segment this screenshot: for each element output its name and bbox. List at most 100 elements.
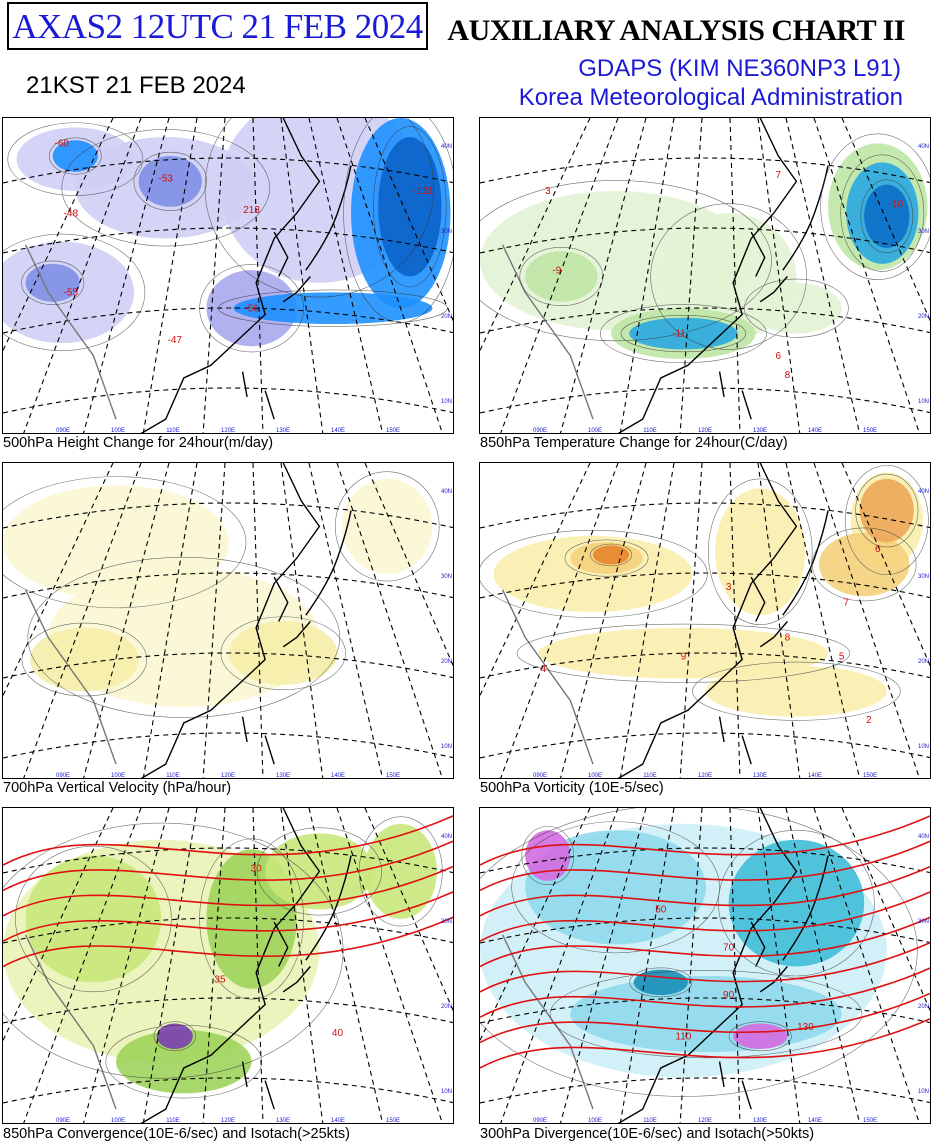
lat-label: 10N: [441, 399, 452, 405]
isotach-line: [3, 916, 453, 968]
grid-labels: 090E 100E 110E 120E 130E 140E 150E 40N 30N 20N 10N: [533, 489, 929, 779]
parallel-line: [3, 847, 453, 874]
meridian-line: [252, 118, 264, 433]
map-canvas: -9 -11 -10 86 7 3 090E 100E 110E 120E 130E 140E 150E…: [480, 118, 930, 434]
isotach-line: [3, 865, 453, 917]
lat-label: 20N: [918, 659, 929, 665]
isotach-lines: [480, 815, 930, 1069]
contour-value-label: -10: [889, 199, 904, 210]
contour-value-label: 7: [843, 598, 849, 609]
lat-label: 20N: [441, 314, 452, 320]
contour-shading: [233, 292, 433, 325]
grid-labels: 090E 100E 110E 120E 130E 140E 150E 40N 30N 20N 10N: [533, 144, 929, 434]
lon-label: 150E: [863, 1118, 877, 1124]
contour-fill: [3, 478, 433, 708]
lon-label: 120E: [221, 1118, 235, 1124]
meridian-line: [813, 463, 920, 778]
contour-labels: -55 -50 -47 -48 -53 -60 213 -121: [55, 139, 434, 347]
parallel-line: [3, 157, 453, 184]
lon-label: 090E: [533, 1118, 547, 1124]
contour-value-label: 6: [875, 544, 881, 555]
contour-shading: [538, 627, 829, 679]
grid-labels: 090E 100E 110E 120E 130E 140E 150E 40N 30N 20N 10N: [56, 144, 452, 434]
lon-label: 120E: [698, 1118, 712, 1124]
contour-shading: [138, 156, 202, 207]
parallel-line: [480, 1077, 930, 1104]
lon-label: 150E: [386, 1118, 400, 1124]
coastline: [501, 118, 829, 433]
lat-label: 10N: [441, 744, 452, 750]
contour-shading: [733, 1023, 788, 1049]
lon-label: 100E: [111, 1118, 125, 1124]
lon-label: 090E: [56, 773, 70, 779]
map-panel-500hpa-height-change: -55 -50 -47 -48 -53 -60 213 -121 090E 100E 110E 120…: [2, 117, 454, 434]
contour-shading: [378, 137, 442, 277]
panel-caption: 300hPa Divergence(10E-6/sec) and Isotach…: [480, 1126, 815, 1142]
map-panel-300hpa-divergence: 50 70 90 110 130 090E 100E 110E 120E 130E 140E 150E…: [479, 807, 931, 1124]
contour-labels: 8 9 5 2 7 3 4 6: [540, 544, 880, 726]
lon-label: 140E: [331, 1118, 345, 1124]
meridian-line: [813, 118, 920, 433]
contour-shading: [228, 621, 338, 685]
contour-value-label: -60: [55, 139, 70, 150]
meridian-line: [679, 808, 703, 1123]
map-panel-500hpa-vorticity: 8 9 5 2 7 3 4 6 090E 100E 110E 120E 130E 140E 150E 40N 3…: [479, 462, 931, 779]
contour-value-label: 5: [839, 652, 845, 663]
contour-value-label: 213: [243, 205, 260, 216]
parallel-line: [3, 917, 453, 944]
lon-label: 150E: [863, 428, 877, 434]
isotach-line: [3, 891, 453, 942]
meridian-line: [500, 463, 619, 778]
panel-caption: 500hPa Height Change for 24hour(m/day): [3, 435, 274, 451]
meridian-line: [202, 463, 226, 778]
meridian-line: [252, 808, 264, 1123]
contour-lines: [3, 471, 440, 718]
lon-label: 130E: [276, 773, 290, 779]
contour-value-label: 7: [776, 170, 782, 181]
contour-shading: [633, 969, 688, 996]
lat-label: 30N: [918, 229, 929, 235]
contour-value-label: -55: [64, 288, 79, 299]
lat-label: 20N: [918, 1004, 929, 1010]
contour-value-label: 2: [866, 715, 872, 726]
contour-value-label: 40: [332, 1028, 344, 1039]
isotach-line: [480, 1017, 930, 1069]
parallel-line: [3, 502, 453, 529]
lon-label: 130E: [753, 1118, 767, 1124]
lon-label: 130E: [276, 428, 290, 434]
parallel-line: [480, 227, 930, 254]
lon-label: 110E: [166, 428, 180, 434]
meridian-line: [785, 463, 861, 778]
isotach-line: [480, 815, 930, 866]
meridian-line: [480, 118, 591, 352]
lat-label: 40N: [441, 144, 452, 150]
contour-value-label: 3: [726, 582, 732, 593]
meridian-line: [559, 463, 647, 778]
lat-lon-grid: [3, 118, 453, 433]
lon-label: 140E: [808, 773, 822, 779]
lat-label: 10N: [918, 744, 929, 750]
isotach-line: [480, 941, 930, 993]
parallel-line: [3, 227, 453, 254]
contour-value-label: 8: [785, 633, 791, 644]
coastline: [24, 463, 352, 778]
meridian-line: [785, 118, 861, 433]
lat-label: 30N: [918, 574, 929, 580]
parallel-line: [3, 572, 453, 599]
isotach-line: [480, 967, 930, 1018]
meridian-line: [619, 463, 675, 778]
contour-shading: [525, 830, 571, 881]
contour-lines: [480, 133, 930, 364]
panel-caption: 850hPa Convergence(10E-6/sec) and Isotac…: [3, 1126, 350, 1142]
isotach-line: [480, 916, 930, 968]
contour-shading: [570, 976, 842, 1053]
meridian-line: [308, 808, 384, 1123]
contour-value-label: 30: [251, 863, 263, 874]
isotach-line: [3, 840, 453, 892]
meridian-line: [336, 808, 443, 1123]
contour-shading: [864, 184, 910, 248]
contour-shading: [156, 1023, 193, 1049]
meridian-line: [252, 463, 264, 778]
lon-label: 140E: [331, 428, 345, 434]
isotach-line: [480, 992, 930, 1044]
